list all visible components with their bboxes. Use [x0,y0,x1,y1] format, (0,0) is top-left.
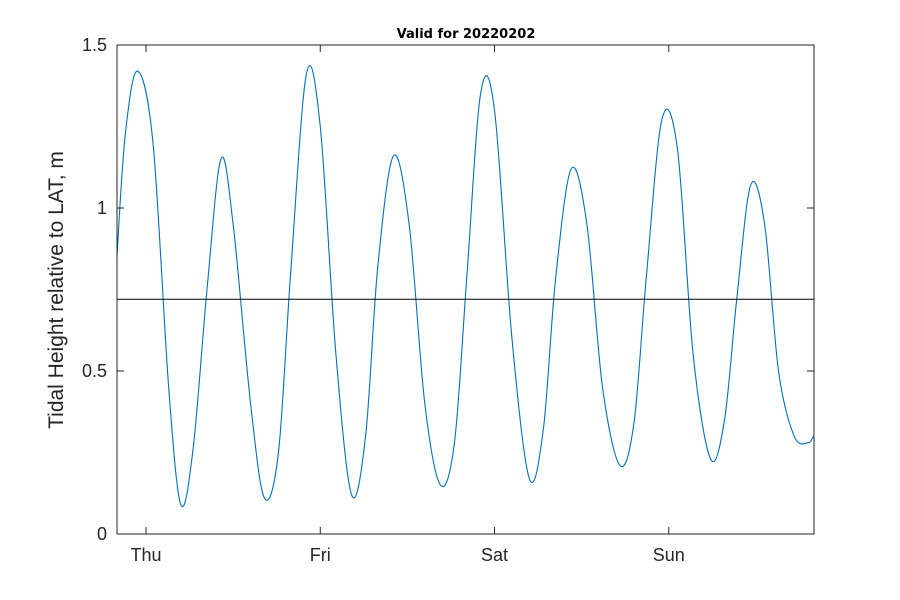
x-tick-label: Sat [481,545,508,565]
tidal-height-series-line [116,65,814,508]
x-tick-label: Thu [130,545,161,565]
series-layer [116,65,814,508]
y-axis-label: Tidal Height relative to LAT, m [45,151,68,429]
x-tick-label: Fri [310,545,331,565]
chart-title: Valid for 20220202 [397,27,536,42]
y-tick-label: 0.5 [82,361,107,381]
x-axis: Thu Fri Sat Sun [130,45,685,565]
y-tick-label: 1 [97,198,107,218]
y-tick-label: 0 [97,524,107,544]
x-tick-label: Sun [653,545,685,565]
axes-box [116,44,815,535]
y-tick-label: 1.5 [82,35,107,55]
y-axis: 0 0.5 1 1.5 [82,35,814,544]
